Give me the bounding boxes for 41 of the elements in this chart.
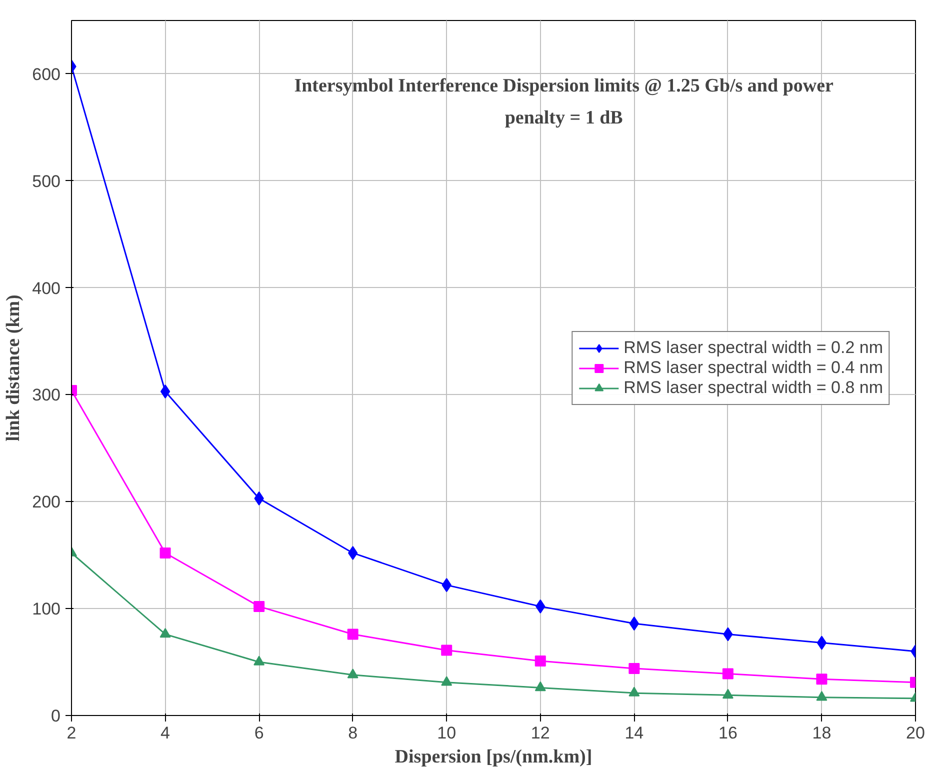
- y-tick-label: 0: [51, 706, 61, 726]
- x-tick-label: 16: [718, 724, 738, 742]
- x-tick-label: 2: [66, 724, 76, 742]
- y-tick-label: 300: [32, 386, 61, 405]
- point: [722, 668, 734, 680]
- x-tick-label: 14: [624, 724, 644, 742]
- legend-label: RMS laser spectral width = 0.4 nm: [624, 358, 883, 378]
- y-tick-label: 500: [32, 172, 61, 191]
- point: [816, 674, 828, 685]
- x-tick-label: 8: [348, 724, 358, 742]
- point: [441, 676, 452, 686]
- point: [534, 655, 546, 666]
- point: [347, 628, 358, 640]
- y-tick-label: 600: [32, 64, 61, 84]
- point: [628, 686, 640, 696]
- point: [628, 662, 640, 674]
- point: [160, 628, 171, 638]
- y-tick-label: 100: [32, 600, 61, 619]
- x-tick-label: 18: [812, 724, 832, 742]
- point: [160, 384, 170, 399]
- x-tick-label: 20: [906, 724, 925, 742]
- point: [254, 656, 265, 666]
- point: [534, 681, 546, 692]
- y-tick-label: 200: [32, 492, 61, 512]
- x-tick-label: 12: [530, 724, 550, 742]
- legend-label: RMS laser spectral width = 0.2 nm: [624, 338, 883, 358]
- x-tick-label: 6: [254, 724, 264, 742]
- point: [254, 600, 265, 612]
- y-tick-label: 400: [32, 278, 61, 298]
- text: Intersymbol Interference Dispersion limits @ 1.25 Gb/s and power penalty = 1 dB: [294, 76, 834, 128]
- point: [816, 636, 827, 650]
- point: [722, 688, 734, 699]
- point: [441, 644, 452, 656]
- point: [816, 691, 828, 701]
- x-tick-label: 4: [160, 724, 170, 742]
- y-axis-title: link distance (km): [3, 294, 24, 442]
- point: [347, 668, 358, 678]
- point: [160, 547, 171, 558]
- x-axis-title: Dispersion [ps/(nm.km)]: [394, 746, 592, 768]
- legend-label: RMS laser spectral width = 0.8 nm: [624, 378, 883, 398]
- x-tick-label: 10: [437, 724, 456, 742]
